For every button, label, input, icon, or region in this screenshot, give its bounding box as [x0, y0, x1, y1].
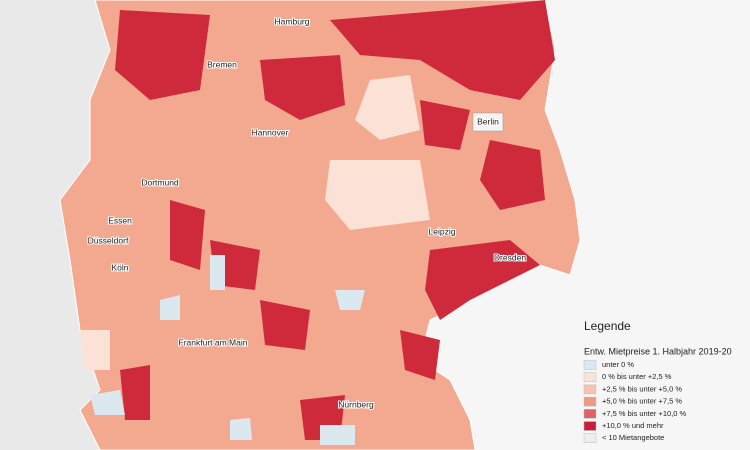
city-labels: Hamburg Bremen Berlin Hannover Dortmund Essen…: [87, 15, 528, 410]
city-label: Düsseldorf: [88, 235, 129, 245]
legend-label: < 10 Mietangebote: [602, 433, 664, 442]
legend: unter 0 % 0 % bis unter +2,5 % +2,5 % bis …: [583, 360, 687, 443]
city-label: Essen: [108, 215, 132, 225]
city-label: Berlin: [477, 116, 499, 126]
berlin-area: [472, 112, 504, 132]
city-label: Nürnberg: [338, 399, 374, 409]
legend-label: +7,5 % bis unter +10,0 %: [602, 409, 687, 418]
legend-swatch: [583, 372, 597, 382]
legend-label: +10,0 % und mehr: [602, 421, 664, 430]
city-label: Frankfurt am Main: [179, 337, 248, 347]
legend-label: +2,5 % bis unter +5,0 %: [602, 384, 682, 393]
city-label: Köln: [111, 262, 128, 272]
legend-title: Legende: [584, 319, 631, 333]
legend-subtitle: Entw. Mietpreise 1. Halbjahr 2019-20: [584, 346, 732, 356]
legend-swatch: [583, 409, 597, 419]
city-label: Hannover: [252, 127, 289, 137]
low-growth-regions: [80, 75, 430, 370]
legend-swatch: [583, 384, 597, 395]
legend-swatch: [583, 360, 597, 370]
neighbour-land-east: [420, 0, 750, 450]
legend-label: 0 % bis unter +2,5 %: [602, 372, 672, 381]
legend-swatch: [583, 433, 597, 443]
legend-label: +5,0 % bis unter +7,5 %: [602, 397, 682, 406]
city-label: Bremen: [207, 59, 237, 69]
hotspot-regions: [115, 0, 555, 440]
decline-regions: [90, 255, 365, 445]
city-label: Dortmund: [141, 177, 179, 187]
legend-swatch: [583, 421, 597, 431]
city-label: Dresden: [494, 252, 526, 262]
city-label: Leipzig: [429, 226, 456, 236]
legend-label: unter 0 %: [602, 360, 634, 369]
germany-map: [59, 0, 581, 450]
city-label: Hamburg: [275, 16, 310, 26]
legend-swatch: [583, 396, 597, 407]
